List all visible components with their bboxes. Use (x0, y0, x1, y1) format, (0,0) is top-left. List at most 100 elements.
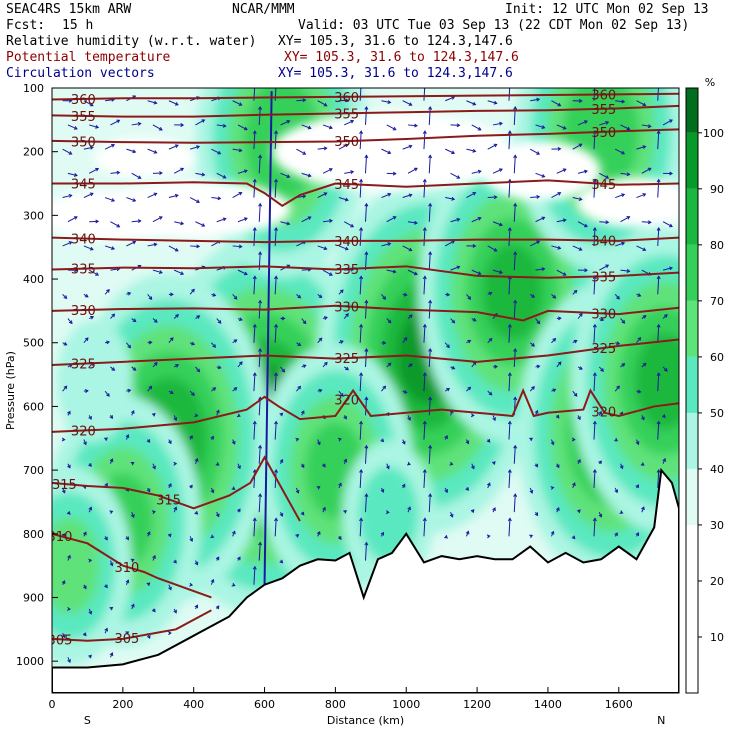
vector-head-188 (359, 226, 364, 231)
vector-head-284 (557, 316, 562, 321)
vector-224 (513, 252, 516, 271)
vector-head-283 (536, 320, 541, 325)
vector-head-248 (403, 292, 408, 297)
vector-head-45 (414, 123, 418, 128)
vector-221 (450, 266, 460, 271)
vector-154 (258, 203, 261, 222)
vector-140 (572, 197, 582, 201)
vector-head-19 (472, 101, 477, 106)
vector-head-379 (109, 415, 114, 419)
colorbar-label-90: 90 (710, 183, 724, 196)
vector-head-194 (493, 248, 498, 252)
vector-108 (513, 155, 516, 174)
vector-372 (572, 390, 578, 397)
vector-348 (62, 385, 68, 392)
vector-300 (274, 324, 277, 343)
vector-100 (344, 171, 354, 174)
vector-head-414 (231, 440, 236, 445)
vector-head-85 (642, 145, 647, 149)
vector-head-502 (258, 493, 263, 498)
vector-head-520 (641, 506, 645, 511)
theta-label-355-0: 355 (71, 110, 96, 125)
vector-272 (301, 318, 307, 324)
vector-head-201 (642, 247, 647, 252)
vector-head-106 (477, 169, 482, 174)
vector-head-466 (104, 482, 108, 487)
vector-head-456 (513, 444, 518, 449)
vector-90 (131, 172, 141, 179)
vector-head-263 (111, 313, 116, 318)
vector-head-202 (656, 226, 661, 231)
vector-89 (110, 171, 120, 174)
vector-head-228 (605, 264, 610, 269)
vector-head-88 (95, 167, 100, 172)
colorbar-bin-3 (686, 356, 698, 413)
vector-head-530 (252, 517, 257, 522)
vector-head-513 (492, 507, 496, 512)
vector-559 (365, 542, 367, 561)
vector-head-147 (116, 223, 121, 228)
vector-92 (173, 168, 184, 174)
vector-head-510 (428, 493, 433, 498)
vector-234 (104, 289, 110, 295)
colorbar-unit: % (705, 76, 715, 89)
vector-112 (599, 172, 609, 179)
vector-49 (492, 122, 503, 126)
vector-153 (237, 217, 248, 223)
vector-569 (253, 566, 256, 585)
vector-122 (189, 197, 200, 203)
vector-190 (402, 245, 412, 252)
vector-head-326 (217, 365, 222, 370)
vector-head-477 (338, 482, 342, 487)
vector-head-71 (344, 143, 349, 148)
vector-head-413 (210, 435, 214, 440)
vector-head-295 (169, 337, 174, 341)
x-tick-label-600: 600 (254, 698, 275, 711)
vector-head-537 (422, 517, 427, 522)
vector-120 (147, 192, 157, 198)
y-tick-label-400: 400 (23, 273, 44, 286)
vector-head-189 (387, 242, 392, 246)
x-tick-label-0: 0 (49, 698, 56, 711)
vector-head-431 (592, 420, 597, 425)
vector-head-503 (279, 512, 284, 517)
vector-head-430 (571, 437, 576, 442)
vector-head-552 (152, 554, 156, 559)
vector-head-150 (180, 221, 185, 226)
vector-86 (657, 131, 660, 150)
vector-head-396 (470, 413, 475, 418)
vector-238 (189, 289, 195, 295)
vector-73 (381, 148, 391, 154)
vector-head-13 (345, 98, 349, 103)
vector-head-526 (167, 533, 172, 538)
vector-166 (513, 203, 516, 222)
vector-head-108 (513, 154, 518, 159)
vector-135 (466, 192, 476, 198)
vector-head-306 (403, 336, 408, 341)
vector-head-101 (364, 154, 369, 159)
vector-head-534 (337, 536, 342, 540)
vector-208 (174, 269, 184, 275)
vector-head-560 (61, 580, 66, 585)
vector-head-555 (215, 556, 220, 561)
vector-41 (322, 124, 333, 129)
vector-head-50 (513, 105, 518, 110)
vector-head-254 (531, 294, 536, 298)
vector-61 (126, 148, 136, 153)
vector-109 (535, 172, 545, 178)
vector-head-138 (536, 194, 541, 199)
vector-head-428 (529, 437, 534, 442)
vector-head-558 (279, 559, 284, 564)
vector-head-543 (550, 530, 555, 535)
circulation-vectors (61, 88, 674, 664)
vector-head-487 (550, 486, 555, 490)
vector-541 (508, 518, 511, 537)
vector-head-483 (465, 486, 470, 491)
vector-199 (593, 227, 596, 246)
vector-head-505 (322, 506, 326, 511)
vector-489 (593, 469, 596, 488)
vector-head-475 (295, 489, 300, 494)
vector-head-514 (513, 493, 518, 498)
vector-head-472 (231, 486, 236, 490)
theta-label-335-0: 335 (71, 263, 96, 278)
